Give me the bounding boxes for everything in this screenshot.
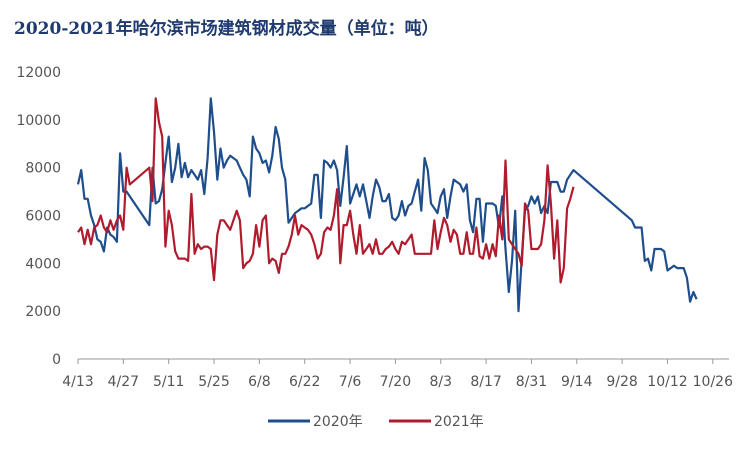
x-tick-label: 8/31 — [516, 374, 547, 390]
x-tick-label: 9/14 — [561, 374, 593, 390]
axes: 0 2000 4000 6000 8000 10000 12000 4/13 4/27 5/11 5… — [16, 65, 733, 390]
y-tick-label: 10000 — [16, 113, 61, 129]
x-tick-label: 8/17 — [470, 374, 501, 390]
legend-label-1: 2020年 — [313, 414, 363, 430]
x-tick-label: 4/27 — [108, 374, 139, 390]
y-tick-label: 12000 — [16, 65, 61, 81]
x-tick-label: 6/22 — [289, 374, 320, 390]
x-tick-label: 8/3 — [429, 374, 452, 390]
x-tick-label: 5/11 — [153, 374, 184, 390]
y-tick-label: 6000 — [25, 209, 61, 225]
x-tick-label: 6/8 — [248, 374, 271, 390]
y-tick-label: 0 — [52, 352, 61, 368]
y-tick-label: 8000 — [25, 161, 61, 177]
y-tick-label: 4000 — [25, 256, 61, 272]
x-tick-label: 10/26 — [693, 374, 733, 390]
y-tick-label: 2000 — [25, 304, 61, 320]
series-layer — [76, 97, 698, 313]
legend: 2020年 2021年 — [268, 414, 484, 430]
x-tick-label: 7/6 — [339, 374, 362, 390]
series-line-2 — [77, 97, 575, 284]
x-tick-label: 7/20 — [380, 374, 411, 390]
x-tick-label: 10/12 — [647, 374, 687, 390]
series-line-1 — [76, 97, 698, 313]
x-tick-label: 5/25 — [198, 374, 229, 390]
x-tick-label: 9/28 — [606, 374, 637, 390]
x-tick-label: 4/13 — [62, 374, 93, 390]
chart-title: 2020-2021年哈尔滨市场建筑钢材成交量（单位：吨） — [14, 19, 439, 39]
legend-label-2: 2021年 — [434, 414, 484, 430]
